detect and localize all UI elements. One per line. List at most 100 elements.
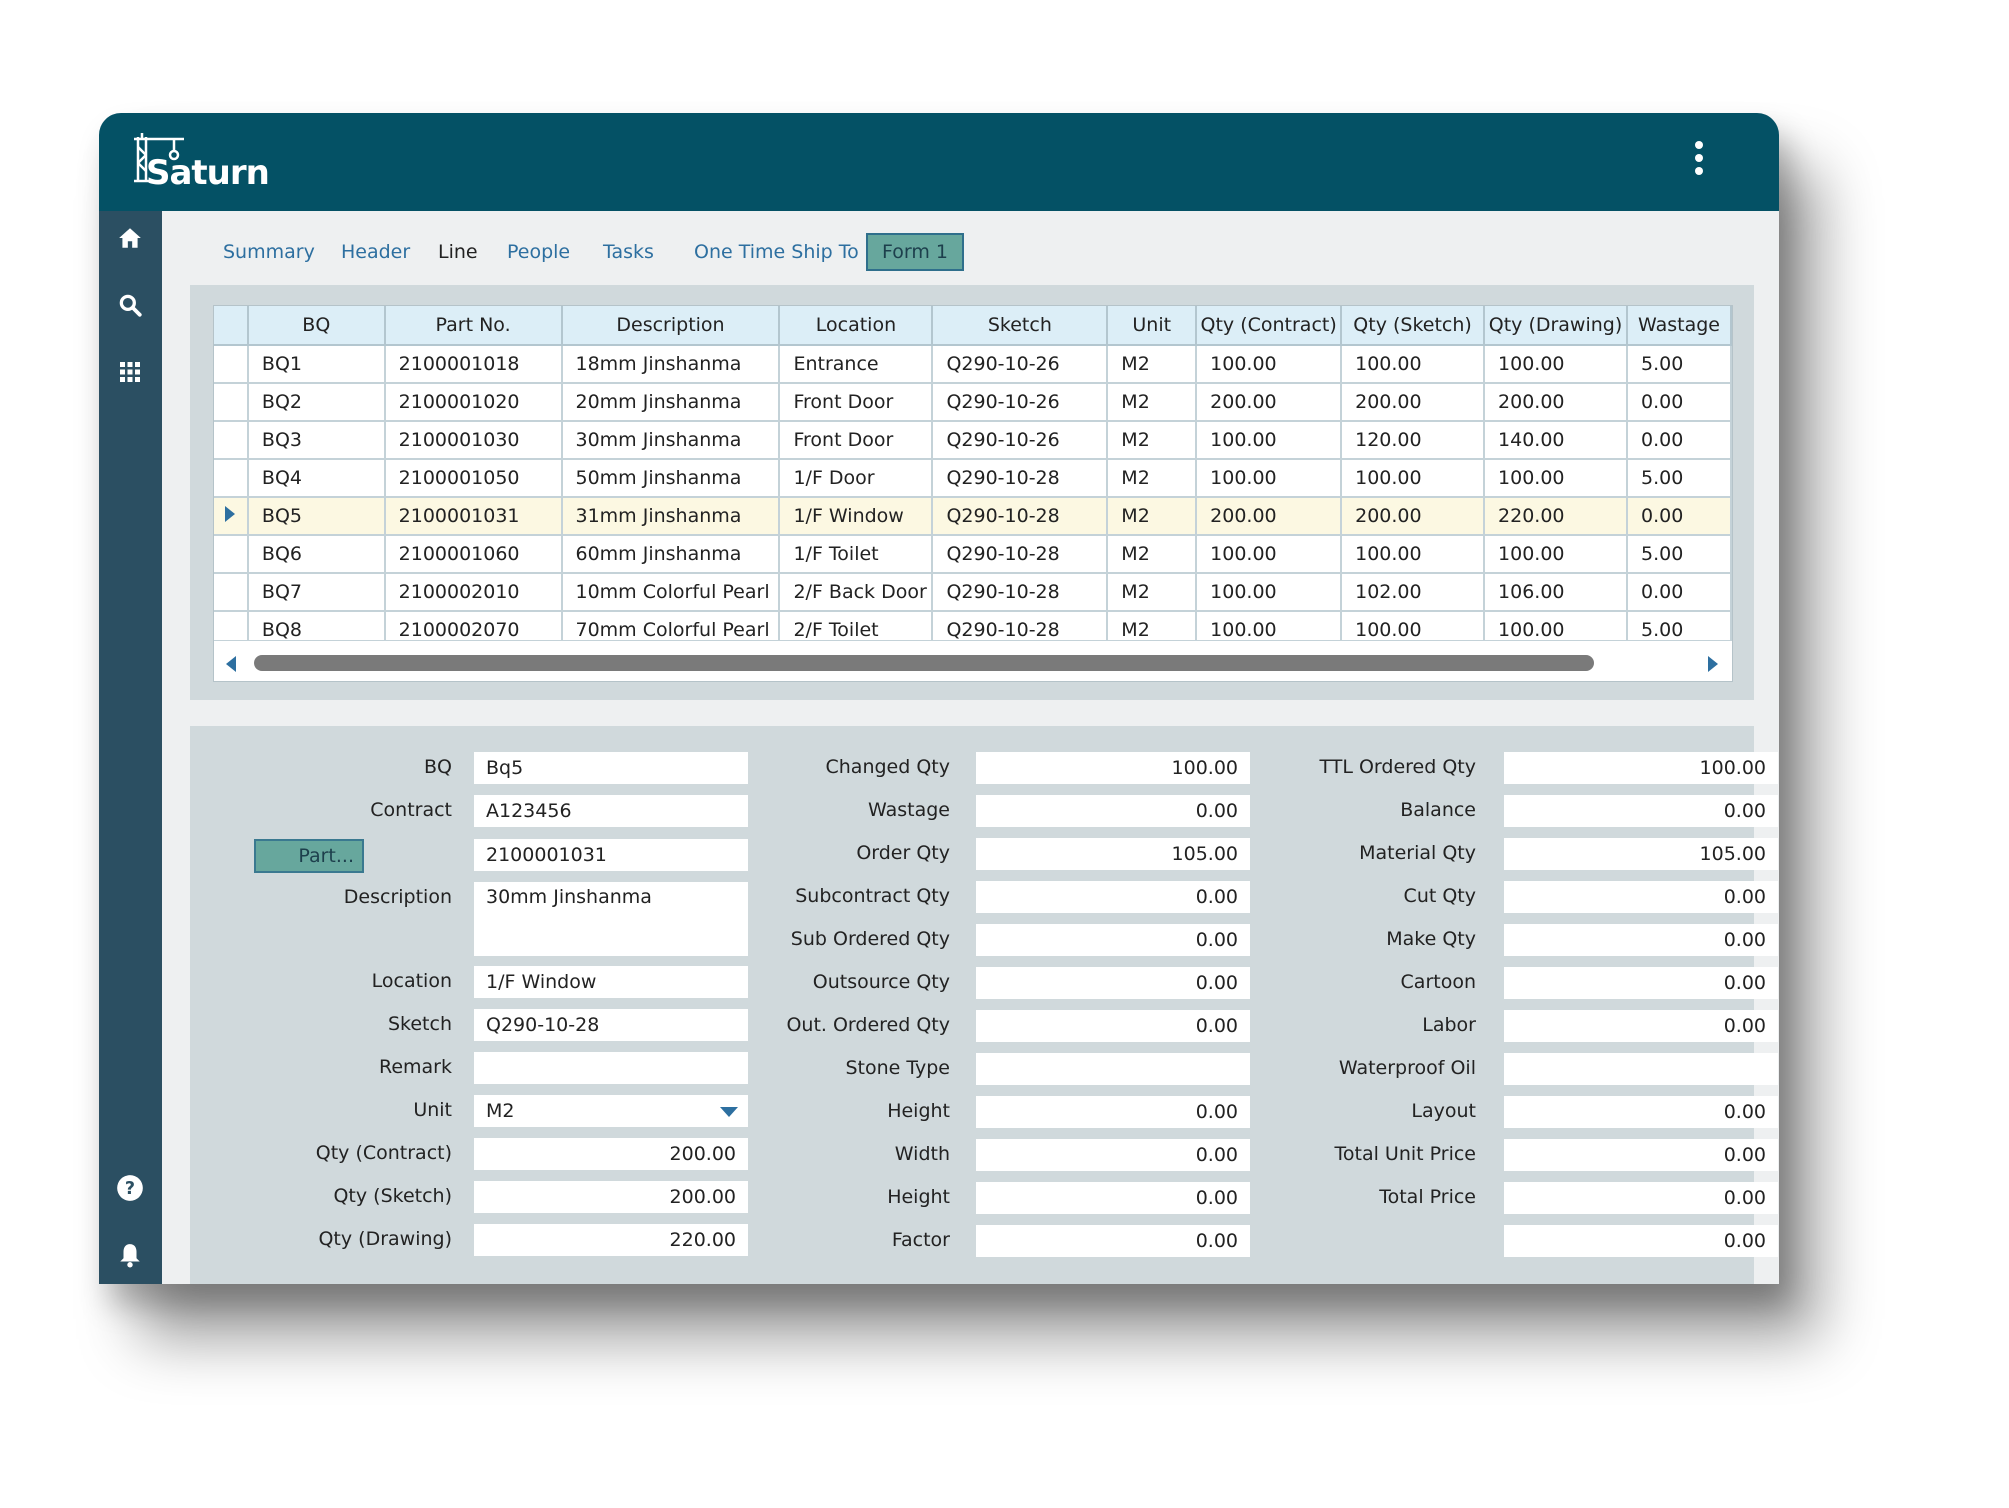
row-indicator[interactable] [214, 345, 249, 384]
table-cell[interactable]: 220.00 [1484, 497, 1628, 536]
totals-field[interactable]: 105.00 [1504, 838, 1778, 870]
totals-field[interactable]: 0.00 [1504, 1010, 1778, 1042]
table-cell[interactable]: 2100002010 [384, 573, 563, 612]
scrollbar-thumb[interactable] [254, 655, 1594, 671]
table-cell[interactable]: 200.00 [1341, 383, 1486, 422]
table-cell[interactable]: 200.00 [1196, 383, 1343, 422]
table-cell[interactable]: 100.00 [1196, 573, 1343, 612]
table-cell[interactable]: 0.00 [1627, 383, 1732, 422]
table-cell[interactable]: 200.00 [1484, 383, 1628, 422]
table-cell[interactable]: 31mm Jinshanma [561, 497, 781, 536]
quantity-field[interactable]: 0.00 [976, 924, 1250, 956]
column-header[interactable]: BQ [247, 306, 386, 346]
table-cell[interactable]: 0.00 [1627, 497, 1732, 536]
help-icon[interactable]: ? [113, 1171, 147, 1205]
tab-tasks[interactable]: Tasks [603, 241, 654, 263]
table-cell[interactable]: 50mm Jinshanma [561, 459, 781, 498]
quantity-field[interactable]: 0.00 [976, 1010, 1250, 1042]
quantity-field[interactable]: 0.00 [976, 967, 1250, 999]
tab-summary[interactable]: Summary [223, 241, 315, 263]
table-cell[interactable]: 30mm Jinshanma [561, 421, 781, 460]
table-cell[interactable]: 2100001031 [384, 497, 563, 536]
column-header[interactable]: Qty (Drawing) [1484, 306, 1628, 346]
table-cell[interactable]: Q290-10-28 [932, 497, 1109, 536]
totals-field[interactable]: 0.00 [1504, 967, 1778, 999]
quantity-field[interactable]: 0.00 [976, 1139, 1250, 1171]
totals-field[interactable]: 0.00 [1504, 1182, 1778, 1214]
part-lookup-button[interactable]: Part... [254, 839, 364, 873]
table-cell[interactable]: 120.00 [1341, 421, 1486, 460]
table-cell[interactable]: BQ3 [247, 421, 386, 460]
scroll-right-icon[interactable] [1708, 656, 1718, 672]
table-cell[interactable]: 2100001020 [384, 383, 563, 422]
table-cell[interactable]: 1/F Door [779, 459, 934, 498]
table-cell[interactable]: Front Door [779, 421, 934, 460]
table-cell[interactable]: M2 [1107, 345, 1198, 384]
row-indicator[interactable] [214, 535, 249, 574]
table-cell[interactable]: BQ6 [247, 535, 386, 574]
table-cell[interactable]: Front Door [779, 383, 934, 422]
table-cell[interactable]: Q290-10-26 [932, 421, 1109, 460]
apps-grid-icon[interactable] [113, 355, 147, 389]
table-row[interactable]: BQ5 2100001031 31mm Jinshanma 1/F Window Q29… [214, 497, 1732, 536]
more-options-icon[interactable] [1689, 141, 1709, 185]
column-header[interactable]: Qty (Contract) [1196, 306, 1343, 346]
row-indicator[interactable] [214, 459, 249, 498]
scroll-left-icon[interactable] [226, 656, 236, 672]
part-field[interactable]: 2100001031 [474, 839, 748, 871]
table-cell[interactable]: 2/F Back Door [779, 573, 934, 612]
sketch-field[interactable]: Q290-10-28 [474, 1009, 748, 1041]
description-field[interactable]: 30mm Jinshanma [474, 882, 748, 956]
row-indicator[interactable] [214, 421, 249, 460]
remark-field[interactable] [474, 1052, 748, 1084]
tab-header[interactable]: Header [341, 241, 411, 263]
bq-field[interactable]: Bq5 [474, 752, 748, 784]
quantity-field[interactable]: 100.00 [976, 752, 1250, 784]
row-indicator[interactable] [214, 497, 249, 536]
chevron-down-icon[interactable] [720, 1107, 738, 1117]
table-cell[interactable]: 1/F Window [779, 497, 934, 536]
table-cell[interactable]: 5.00 [1627, 459, 1732, 498]
quantity-field[interactable]: 0.00 [976, 1225, 1250, 1257]
totals-field[interactable]: 0.00 [1504, 795, 1778, 827]
table-cell[interactable]: M2 [1107, 535, 1198, 574]
totals-field[interactable]: 0.00 [1504, 1096, 1778, 1128]
saturn-logo[interactable]: Saturn [132, 131, 272, 201]
table-cell[interactable]: 200.00 [1341, 497, 1486, 536]
table-cell[interactable]: Q290-10-26 [932, 345, 1109, 384]
column-header[interactable]: Description [561, 306, 781, 346]
table-cell[interactable]: 10mm Colorful Pearl [561, 573, 781, 612]
table-cell[interactable]: 2100001018 [384, 345, 563, 384]
table-cell[interactable]: 106.00 [1484, 573, 1628, 612]
location-field[interactable]: 1/F Window [474, 966, 748, 998]
table-cell[interactable]: 100.00 [1484, 535, 1628, 574]
totals-field[interactable]: 0.00 [1504, 1225, 1778, 1257]
table-cell[interactable]: M2 [1107, 497, 1198, 536]
column-header[interactable]: Part No. [384, 306, 563, 346]
table-cell[interactable]: Q290-10-28 [932, 573, 1109, 612]
table-cell[interactable]: M2 [1107, 383, 1198, 422]
column-header[interactable]: Qty (Sketch) [1341, 306, 1486, 346]
qty-sketch-field[interactable]: 200.00 [474, 1181, 748, 1213]
table-row[interactable]: BQ6 2100001060 60mm Jinshanma 1/F Toilet Q29… [214, 535, 1732, 574]
quantity-field[interactable]: 0.00 [976, 1096, 1250, 1128]
table-cell[interactable]: 140.00 [1484, 421, 1628, 460]
totals-field[interactable] [1504, 1053, 1778, 1085]
table-cell[interactable]: 2100001060 [384, 535, 563, 574]
quantity-field[interactable]: 0.00 [976, 1182, 1250, 1214]
search-icon[interactable] [113, 288, 147, 322]
totals-field[interactable]: 0.00 [1504, 924, 1778, 956]
table-cell[interactable]: BQ1 [247, 345, 386, 384]
table-cell[interactable]: 100.00 [1196, 421, 1343, 460]
table-cell[interactable]: 0.00 [1627, 573, 1732, 612]
quantity-field[interactable]: 105.00 [976, 838, 1250, 870]
qty-contract-field[interactable]: 200.00 [474, 1138, 748, 1170]
table-cell[interactable]: Q290-10-28 [932, 459, 1109, 498]
totals-field[interactable]: 0.00 [1504, 881, 1778, 913]
column-header[interactable]: Sketch [932, 306, 1109, 346]
table-cell[interactable]: 100.00 [1484, 345, 1628, 384]
column-header[interactable]: Unit [1107, 306, 1198, 346]
table-cell[interactable]: 5.00 [1627, 535, 1732, 574]
tab-line[interactable]: Line [438, 241, 478, 263]
totals-field[interactable]: 100.00 [1504, 752, 1778, 784]
